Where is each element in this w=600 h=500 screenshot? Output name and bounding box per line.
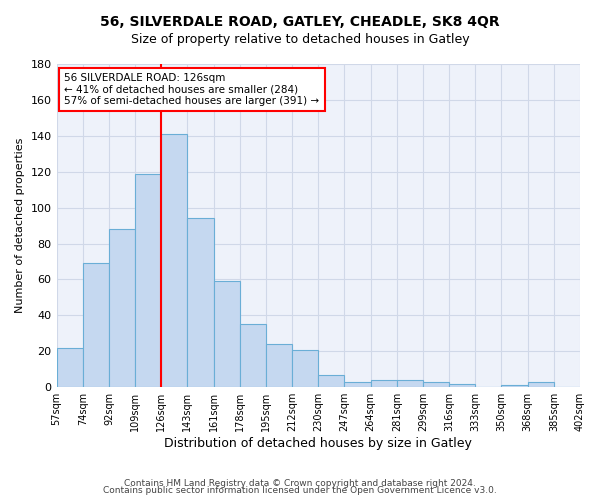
Bar [449, 384, 475, 387]
Bar [161, 134, 187, 387]
Bar [135, 174, 161, 387]
Bar [397, 380, 423, 387]
Text: Contains public sector information licensed under the Open Government Licence v3: Contains public sector information licen… [103, 486, 497, 495]
Text: Contains HM Land Registry data © Crown copyright and database right 2024.: Contains HM Land Registry data © Crown c… [124, 478, 476, 488]
Bar [56, 348, 83, 387]
Bar [109, 229, 135, 387]
Bar [527, 382, 554, 387]
Bar [344, 382, 371, 387]
Text: Size of property relative to detached houses in Gatley: Size of property relative to detached ho… [131, 32, 469, 46]
Bar [423, 382, 449, 387]
Text: 56 SILVERDALE ROAD: 126sqm
← 41% of detached houses are smaller (284)
57% of sem: 56 SILVERDALE ROAD: 126sqm ← 41% of deta… [64, 73, 320, 106]
Bar [266, 344, 292, 387]
Bar [371, 380, 397, 387]
Bar [318, 374, 344, 387]
Text: 56, SILVERDALE ROAD, GATLEY, CHEADLE, SK8 4QR: 56, SILVERDALE ROAD, GATLEY, CHEADLE, SK… [100, 15, 500, 29]
Bar [214, 282, 240, 387]
Y-axis label: Number of detached properties: Number of detached properties [15, 138, 25, 314]
Bar [502, 386, 527, 387]
Bar [292, 350, 318, 387]
Bar [83, 264, 109, 387]
X-axis label: Distribution of detached houses by size in Gatley: Distribution of detached houses by size … [164, 437, 472, 450]
Bar [240, 324, 266, 387]
Bar [187, 218, 214, 387]
